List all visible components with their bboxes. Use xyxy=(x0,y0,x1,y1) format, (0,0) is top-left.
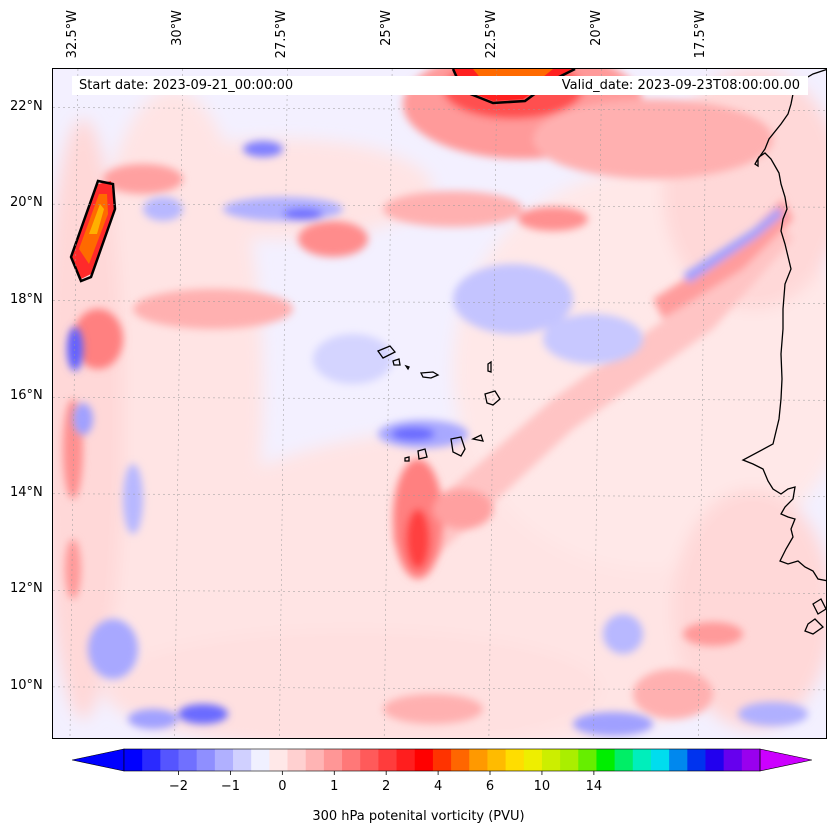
lat-tick-label: 18°N xyxy=(10,291,43,307)
colorbar-swatch xyxy=(305,749,325,771)
lon-tick-label: 25°W xyxy=(379,10,395,46)
colorbar-swatch xyxy=(687,749,706,771)
cabo-verde-islands xyxy=(376,345,501,462)
lon-tick-label: 22.5°W xyxy=(483,10,499,59)
colorbar-swatch xyxy=(251,749,270,771)
field-streamer-max xyxy=(69,179,117,283)
colorbar-swatch xyxy=(178,749,198,771)
lat-tick-label: 22°N xyxy=(10,98,43,114)
colorbar-swatch xyxy=(505,749,525,771)
colorbar-swatch xyxy=(196,749,216,771)
lat-gridline xyxy=(53,590,826,594)
colorbar-swatch xyxy=(287,749,307,771)
colorbar-swatch xyxy=(741,749,761,771)
colorbar-swatch xyxy=(650,749,670,771)
colorbar-swatch xyxy=(614,749,634,771)
sao-vicente-island xyxy=(392,358,401,366)
lat-tick-label: 10°N xyxy=(10,677,43,693)
colorbar-tick-label: −2 xyxy=(168,779,189,794)
lat-tick-label: 20°N xyxy=(10,195,43,211)
lon-gridline xyxy=(698,69,707,738)
lon-tick-label: 17.5°W xyxy=(693,10,709,59)
colorbar-swatch xyxy=(396,749,416,771)
lon-tick-label: 27.5°W xyxy=(274,10,290,59)
santa-luzia-island xyxy=(404,364,410,371)
colorbar-swatch xyxy=(523,749,543,771)
lat-gridline xyxy=(53,686,826,691)
colorbar-swatch xyxy=(432,749,452,771)
lon-tick-label: 30°W xyxy=(169,10,185,46)
maio-island xyxy=(471,434,484,442)
colorbar-swatch xyxy=(632,749,652,771)
field-blue-blobs xyxy=(67,141,808,736)
map-info-bar: Start date: 2023-09-21_00:00:00 Valid_da… xyxy=(72,76,808,95)
colorbar xyxy=(72,748,812,775)
lat-gridline xyxy=(53,397,826,401)
santiago-island xyxy=(450,436,466,457)
colorbar-swatch xyxy=(487,749,507,771)
colorbar-swatch xyxy=(705,749,725,771)
colorbar-swatch xyxy=(469,749,488,771)
colorbar-swatch xyxy=(342,749,361,771)
lon-tick-label: 32.5°W xyxy=(64,10,80,59)
colorbar-under-arrow xyxy=(72,748,125,772)
colorbar-swatch xyxy=(414,749,434,771)
fogo-island xyxy=(417,448,428,460)
colorbar-tick-label: −1 xyxy=(220,779,241,794)
colorbar-swatch xyxy=(160,749,180,771)
lon-gridline xyxy=(279,69,288,738)
colorbar-swatch xyxy=(360,749,379,771)
colorbar-swatch xyxy=(596,749,616,771)
lat-gridline xyxy=(53,300,826,304)
field-red-blobs xyxy=(63,69,773,724)
santo-antao-island xyxy=(376,345,397,359)
start-date-label: Start date: 2023-09-21_00:00:00 xyxy=(79,78,294,93)
sao-nicolau-island xyxy=(419,371,440,379)
lon-tick-label: 20°W xyxy=(588,10,604,46)
colorbar-swatch xyxy=(451,749,470,771)
colorbar-swatch xyxy=(378,749,398,771)
valid-date-label: Valid_date: 2023-09-23T08:00:00.00 xyxy=(561,78,800,93)
colorbar-swatch xyxy=(560,749,579,771)
colorbar-swatch xyxy=(541,749,561,771)
sal-island xyxy=(487,360,492,373)
lat-gridline xyxy=(53,203,826,208)
pv-field-map xyxy=(53,69,826,738)
colorbar-swatch xyxy=(142,749,161,771)
colorbar-swatch xyxy=(233,749,252,771)
lon-gridline xyxy=(174,69,183,738)
lat-gridline xyxy=(53,107,826,111)
lon-gridline xyxy=(69,69,79,738)
colorbar-tick-label: 10 xyxy=(533,779,551,794)
map-gridlines xyxy=(53,69,826,738)
lat-tick-label: 14°N xyxy=(10,484,43,500)
colorbar-tick-label: 14 xyxy=(585,779,603,794)
colorbar-tick-label: 1 xyxy=(330,779,339,794)
colorbar-swatch xyxy=(124,749,143,771)
colorbar-tick-label: 0 xyxy=(278,779,287,794)
lon-gridline xyxy=(593,69,602,738)
lat-gridline xyxy=(53,493,826,498)
lon-gridline xyxy=(383,69,393,738)
colorbar-swatch xyxy=(269,749,289,771)
colorbar-label: 300 hPa potenital vorticity (PVU) xyxy=(312,809,525,824)
colorbar-swatch xyxy=(723,749,743,771)
colorbar-tick-label: 6 xyxy=(485,779,495,794)
boa-vista-island xyxy=(484,390,501,406)
colorbar-swatch xyxy=(669,749,688,771)
colorbar-outline xyxy=(123,748,761,772)
colorbar-swatch xyxy=(578,749,597,771)
colorbar-over-arrow xyxy=(759,748,812,772)
lat-tick-label: 12°N xyxy=(10,581,43,597)
brava-island xyxy=(404,456,410,462)
colorbar-tick-label: 4 xyxy=(433,779,443,794)
colorbar-swatch xyxy=(323,749,343,771)
colorbar-swatch xyxy=(214,749,234,771)
field-diagonal-band xyxy=(393,199,793,559)
colorbar-tick-label: 2 xyxy=(382,779,391,794)
map-panel xyxy=(52,68,827,739)
lat-tick-label: 16°N xyxy=(10,388,43,404)
